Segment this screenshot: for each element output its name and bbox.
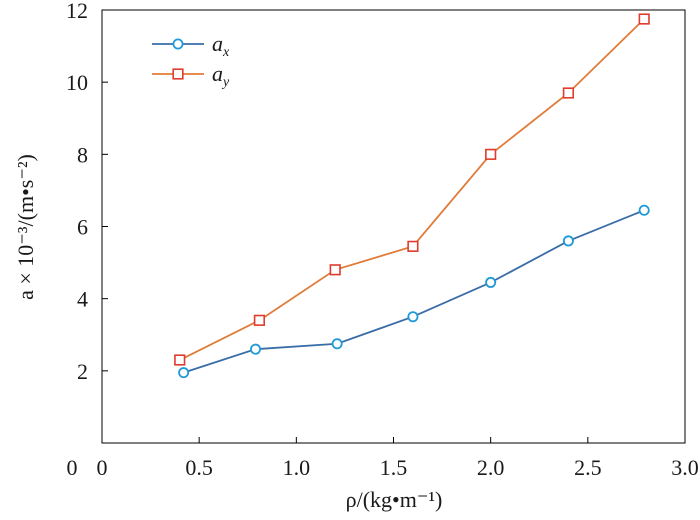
legend-marker-a_x bbox=[172, 38, 184, 50]
legend-marker-a_y bbox=[172, 68, 184, 80]
legend-label-main: a bbox=[212, 61, 223, 86]
legend-label-a_x: ax bbox=[212, 31, 230, 60]
y-tick-label: 8 bbox=[77, 142, 88, 167]
data-point-a_x bbox=[178, 367, 190, 379]
plot-frame bbox=[101, 9, 686, 444]
y-tick-label: 6 bbox=[77, 215, 88, 240]
y-tick-label: 12 bbox=[66, 0, 88, 23]
x-axis-title: ρ/(kg•m⁻¹) bbox=[346, 487, 443, 512]
legend-label-a_y: ay bbox=[212, 61, 230, 90]
x-tick-label: 3.0 bbox=[671, 455, 699, 480]
series-line-a_y bbox=[179, 18, 645, 361]
data-point-a_y bbox=[485, 148, 497, 160]
data-point-a_x bbox=[638, 204, 650, 216]
data-point-a_x bbox=[331, 338, 343, 350]
chart-axes bbox=[101, 9, 686, 444]
data-point-a_y bbox=[562, 87, 574, 99]
data-point-a_x bbox=[407, 311, 419, 323]
data-point-a_x bbox=[250, 343, 262, 355]
legend-label-subscript: y bbox=[221, 75, 230, 90]
x-tick-label: 2.0 bbox=[477, 455, 505, 480]
legend-label-subscript: x bbox=[222, 45, 230, 60]
y-axis-title: a × 10⁻³/(m•s⁻²) bbox=[13, 154, 38, 300]
data-point-a_y bbox=[638, 13, 650, 25]
legend-label-main: a bbox=[212, 31, 223, 56]
x-tick-label: 1.0 bbox=[283, 455, 311, 480]
y-tick-label: 10 bbox=[66, 70, 88, 95]
x-tick-label: 0.5 bbox=[185, 455, 213, 480]
x-tick-label: 0 bbox=[97, 455, 108, 480]
data-point-a_x bbox=[485, 276, 497, 288]
origin-tick-label: 0 bbox=[67, 455, 78, 480]
x-tick-label: 2.5 bbox=[574, 455, 602, 480]
data-point-a_y bbox=[174, 354, 186, 366]
y-tick-label: 2 bbox=[77, 359, 88, 384]
data-point-a_y bbox=[407, 240, 419, 252]
chart-series bbox=[174, 13, 650, 379]
data-point-a_y bbox=[253, 314, 266, 326]
data-point-a_y bbox=[329, 264, 341, 276]
chart-ticks: 0 0.5 1.0 1.5 2.0 2.5 3.0 2 4 6 8 10 12 0 bbox=[66, 0, 699, 480]
x-tick-label: 1.5 bbox=[380, 455, 408, 480]
data-point-a_x bbox=[562, 235, 574, 247]
y-tick-label: 4 bbox=[77, 287, 88, 312]
